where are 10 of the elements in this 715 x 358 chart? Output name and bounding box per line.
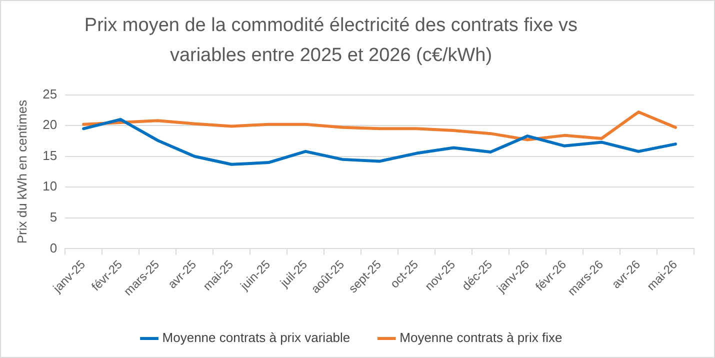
y-tick-label: 25 (42, 86, 58, 102)
legend-label: Moyenne contrats à prix fixe (400, 330, 562, 346)
y-axis-title: Prix du kWh en centimes (14, 99, 30, 244)
y-tick-label: 5 (50, 209, 58, 224)
legend-label: Moyenne contrats à prix variable (162, 330, 350, 346)
y-tick-label: 20 (42, 117, 58, 132)
y-tick-label: 10 (42, 178, 58, 194)
chart-title: Prix moyen de la commodité électricité des contrats fixe vs variables entre 2025 et 2026 (c€/kWh) (83, 14, 579, 68)
y-tick-label: 15 (42, 148, 58, 163)
y-tick-label: 0 (50, 240, 58, 256)
